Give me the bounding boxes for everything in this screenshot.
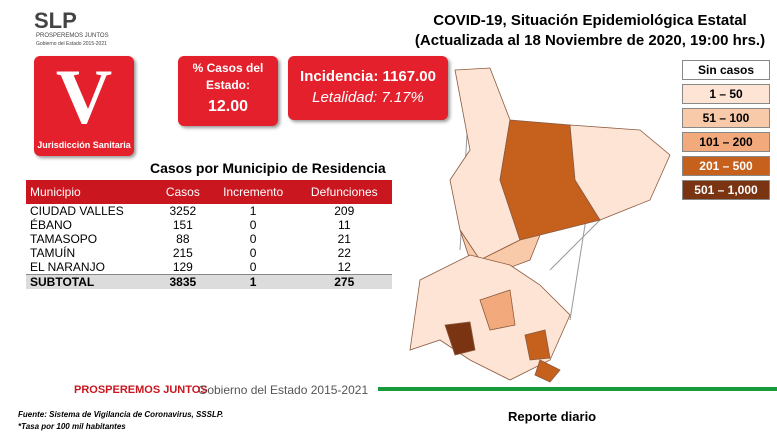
footer-line	[378, 387, 777, 391]
table-title: Casos por Municipio de Residencia	[150, 160, 386, 176]
title: COVID-19, Situación Epidemiológica Estat…	[433, 12, 747, 29]
table-cell: 21	[337, 232, 351, 246]
table-row: ÉBANO 151 0 11	[26, 218, 392, 232]
table-cell: 12	[337, 260, 351, 274]
table-cell: 88	[176, 232, 190, 246]
table-cell: 1	[249, 204, 257, 218]
table-cell: 22	[337, 246, 351, 260]
table-row: EL NARANJO 129 0 12	[26, 260, 392, 275]
table-cell: 3252	[169, 204, 197, 218]
footer-brand-sub: Gobierno del Estado 2015-2021	[198, 383, 369, 397]
table-header: Municipio Casos Incremento Defunciones	[26, 180, 392, 204]
table-cell: 0	[249, 218, 257, 232]
legend-item: 1 – 50	[682, 84, 770, 104]
table-cell: 11	[338, 218, 351, 232]
table-cell: TAMASOPO	[30, 232, 98, 246]
legend-item: 51 – 100	[682, 108, 770, 128]
subtotal-cell: 1	[209, 274, 297, 289]
table-body: CIUDAD VALLES 3252 1 209 ÉBANO 151 0 11 TAMASOPO…	[26, 204, 392, 289]
legend-item: 201 – 500	[682, 156, 770, 176]
jurisdiction-letter: V	[55, 53, 113, 140]
column-header: Incremento	[209, 180, 297, 204]
subtotal-row: SUBTOTAL 3835 1 275	[26, 274, 392, 289]
table-cell: 129	[172, 260, 193, 274]
table-cell: TAMUÍN	[30, 246, 76, 260]
table-cell: 209	[334, 204, 355, 218]
subtitle: (Actualizada al 18 Noviembre de 2020, 19…	[414, 32, 766, 49]
map	[409, 67, 671, 383]
subtotal-cell: 3835	[156, 274, 210, 289]
footer-brand: PROSPEREMOS JUNTOS	[74, 384, 208, 396]
table-row: CIUDAD VALLES 3252 1 209	[26, 204, 392, 218]
legend-item: Sin casos	[682, 60, 770, 80]
table-row: TAMUÍN 215 0 22	[26, 246, 392, 260]
table-cell: ÉBANO	[30, 218, 73, 232]
logo: SLP	[34, 8, 77, 33]
table-row: TAMASOPO 88 0 21	[26, 232, 392, 246]
logo-tagline: PROSPEREMOS JUNTOS	[36, 33, 109, 39]
subtotal-cell: 275	[296, 274, 392, 289]
column-header: Casos	[156, 180, 210, 204]
report: Reporte diario	[508, 409, 597, 424]
rates-box: Incidencia: 1167.00 Letalidad: 7.17%	[288, 56, 448, 120]
table-cell: 0	[249, 246, 257, 260]
note: *Tasa por 100 mil habitantes	[18, 422, 126, 431]
column-header: Defunciones	[296, 180, 392, 204]
lethality: Letalidad: 7.17%	[312, 89, 424, 106]
jurisdiction-label: Jurisdicción Sanitaria	[37, 140, 131, 150]
jurisdiction-box: V Jurisdicción Sanitaria	[34, 56, 134, 156]
subtotal-cell: SUBTOTAL	[26, 274, 157, 289]
legend-item: 501 – 1,000	[682, 180, 770, 200]
legend-item: 101 – 200	[682, 132, 770, 152]
column-header: Municipio	[26, 180, 157, 204]
logo-sub: Gobierno del Estado 2015-2021	[36, 41, 107, 47]
source: Fuente: Sistema de Vigilancia de Coronav…	[18, 410, 224, 419]
table-cell: 0	[249, 232, 257, 246]
percent-box: % Casos del Estado: 12.00	[178, 56, 278, 126]
incidence: Incidencia: 1167.00	[300, 68, 436, 85]
table-cell: 215	[172, 246, 193, 260]
table-cell: 0	[249, 260, 257, 274]
percent-label: % Casos del Estado:	[192, 61, 264, 92]
table-cell: 151	[172, 218, 193, 232]
table-cell: CIUDAD VALLES	[30, 204, 124, 218]
percent-value: 12.00	[207, 98, 249, 115]
table-cell: EL NARANJO	[30, 260, 105, 274]
cases-table: Municipio Casos Incremento Defunciones CIUD…	[26, 180, 392, 289]
